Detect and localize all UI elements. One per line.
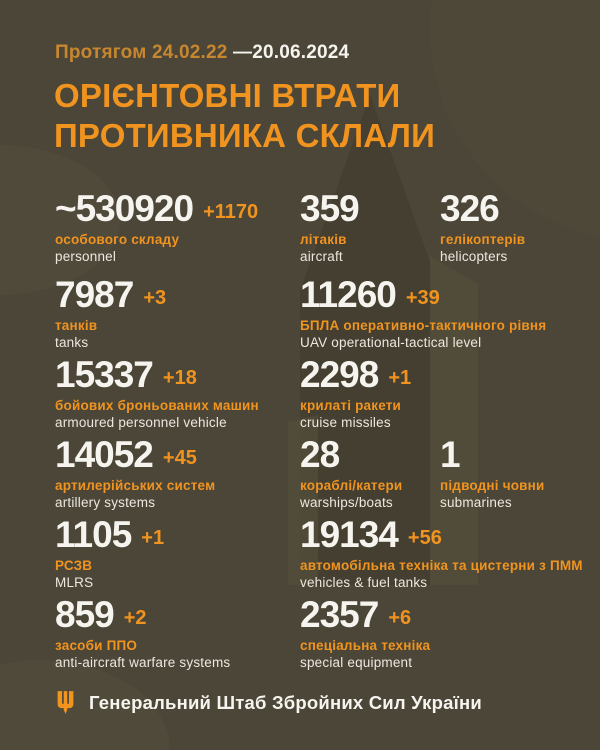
stat-label-ua: засоби ППО [55, 638, 138, 653]
stat-value: 359 [300, 188, 360, 229]
period-label: Протягом 24.02.22 [55, 42, 228, 63]
stat-label-ua: БПЛА оперативно-тактичного рівня [300, 318, 547, 333]
stat-vehicles-fuel-tanks: 19134 +56 автомобільна техніка та цистерн… [300, 514, 583, 591]
stat-value: ~530920 [55, 188, 194, 229]
stat-value: 2357 [300, 594, 379, 635]
stat-helicopters: 326 гелікоптерів helicopters [440, 188, 526, 265]
stat-label-en: personnel [55, 249, 117, 264]
stat-label-ua: особового складу [55, 232, 180, 247]
date-separator: — [232, 42, 253, 63]
stat-value: 1105 [55, 514, 132, 555]
stat-value: 19134 [300, 514, 399, 555]
footer: Генеральний Штаб Збройних Сил України [55, 690, 482, 715]
stat-personnel: ~530920 +1170 особового складу personnel [55, 188, 259, 265]
stat-label-en: vehicles & fuel tanks [300, 575, 428, 590]
stat-delta: +6 [388, 607, 412, 629]
stat-label-en: armoured personnel vehicle [55, 415, 227, 430]
stat-label-en: anti-aircraft warfare systems [55, 655, 231, 670]
report-date: 20.06.2024 [252, 42, 350, 63]
stat-label-en: MLRS [55, 575, 94, 590]
stat-label-ua: танків [55, 318, 98, 333]
stat-tanks: 7987 +3 танків tanks [55, 274, 167, 351]
stat-value: 28 [300, 434, 340, 475]
stat-delta: +3 [143, 287, 167, 309]
stat-label-en: aircraft [300, 249, 343, 264]
stat-uav: 11260 +39 БПЛА оперативно-тактичного рівн… [300, 274, 547, 351]
stat-value: 7987 [55, 274, 134, 315]
stat-label-ua: гелікоптерів [440, 232, 526, 247]
stat-aircraft: 359 літаків aircraft [300, 188, 369, 265]
stat-label-ua: літаків [300, 232, 347, 247]
stat-label-en: helicopters [440, 249, 508, 264]
stat-label-ua: кораблі/катери [300, 478, 403, 493]
stat-value: 11260 [300, 274, 397, 315]
stat-value: 14052 [55, 434, 154, 475]
stat-value: 15337 [55, 354, 154, 395]
stat-label-ua: бойових броньованих машин [55, 398, 259, 413]
title-line-2: ПРОТИВНИКА СКЛАЛИ [54, 117, 435, 154]
stat-submarines: 1 підводні човни submarines [440, 434, 545, 511]
stat-armoured-vehicles: 15337 +18 бойових броньованих машин armou… [55, 354, 259, 431]
stat-anti-aircraft: 859 +2 засоби ППО anti-aircraft warfare s… [55, 594, 231, 671]
stat-label-ua: автомобільна техніка та цистерни з ПММ [300, 558, 583, 573]
date-range: Протягом 24.02.22 —20.06.2024 [55, 42, 349, 64]
stat-label-en: artillery systems [55, 495, 156, 510]
stat-delta: +1 [141, 527, 165, 549]
stat-delta: +1170 [203, 201, 259, 223]
stat-delta: +56 [407, 527, 442, 549]
stat-label-ua: РСЗВ [55, 558, 93, 573]
stat-mlrs: 1105 +1 РСЗВ MLRS [55, 514, 165, 591]
stat-artillery: 14052 +45 артилерійських систем artillery… [55, 434, 216, 511]
stat-label-en: tanks [55, 335, 89, 350]
stat-value: 859 [55, 594, 115, 635]
title-line-1: ОРІЄНТОВНІ ВТРАТИ [54, 77, 401, 114]
stat-label-en: UAV operational-tactical level [300, 335, 482, 350]
stat-label-ua: спеціальна техніка [300, 638, 431, 653]
trident-icon [57, 691, 74, 714]
stat-label-ua: артилерійських систем [55, 478, 216, 493]
stat-label-ua: крилаті ракети [300, 398, 402, 413]
stat-label-en: warships/boats [300, 495, 393, 510]
stat-special-equipment: 2357 +6 спеціальна техніка special equipm… [300, 594, 431, 671]
stat-value: 326 [440, 188, 500, 229]
stat-value: 2298 [300, 354, 379, 395]
stat-warships: 28 кораблі/катери warships/boats [300, 434, 403, 511]
stat-delta: +2 [123, 607, 147, 629]
stat-delta: +1 [388, 367, 412, 389]
stat-label-ua: підводні човни [440, 478, 545, 493]
stat-label-en: special equipment [300, 655, 413, 670]
stat-cruise-missiles: 2298 +1 крилаті ракети cruise missiles [300, 354, 412, 431]
stat-delta: +18 [162, 367, 197, 389]
stat-label-en: cruise missiles [300, 415, 391, 430]
stat-delta: +39 [405, 287, 440, 309]
org-name: Генеральний Штаб Збройних Сил України [89, 691, 482, 713]
stat-delta: +45 [162, 447, 197, 469]
stat-value: 1 [440, 434, 461, 475]
stat-label-en: submarines [440, 495, 512, 510]
page-title: ОРІЄНТОВНІ ВТРАТИ ПРОТИВНИКА СКЛАЛИ [54, 76, 435, 156]
